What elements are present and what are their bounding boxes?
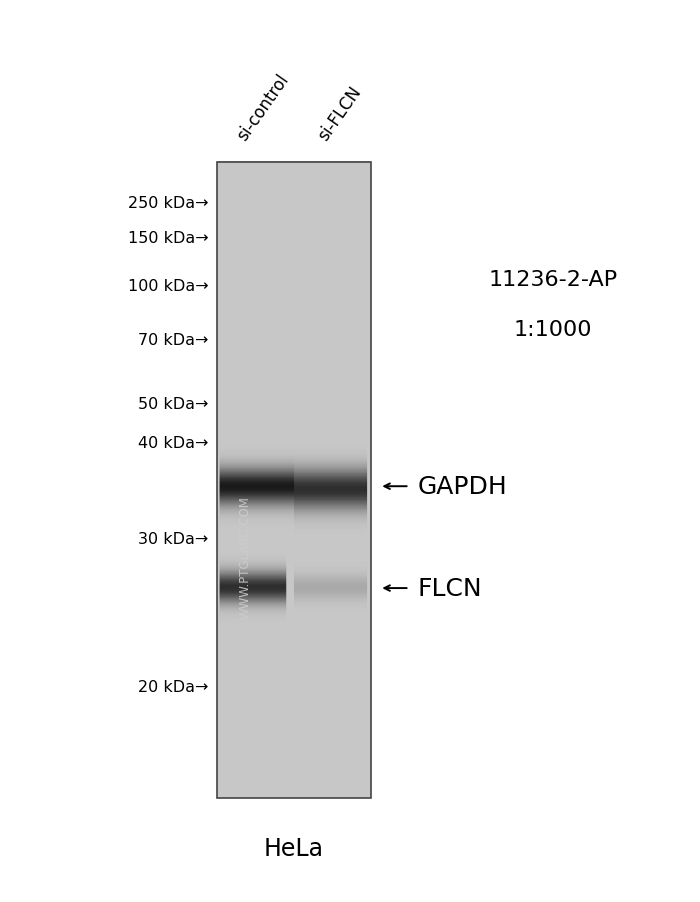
Bar	[217, 162, 371, 798]
Text: 30 kDa→: 30 kDa→	[139, 531, 209, 547]
Text: 40 kDa→: 40 kDa→	[138, 436, 209, 451]
Text: GAPDH: GAPDH	[418, 474, 508, 499]
Text: FLCN: FLCN	[418, 576, 482, 601]
Text: HeLa: HeLa	[264, 836, 324, 860]
Text: WWW.PTGLABC.COM: WWW.PTGLABC.COM	[239, 495, 251, 618]
Text: 1:1000: 1:1000	[514, 319, 592, 339]
Text: 100 kDa→: 100 kDa→	[128, 279, 209, 294]
Text: si-control: si-control	[234, 71, 293, 144]
Text: 250 kDa→: 250 kDa→	[128, 197, 209, 211]
Text: 11236-2-AP: 11236-2-AP	[489, 270, 617, 290]
Text: si-FLCN: si-FLCN	[314, 83, 365, 144]
Text: 20 kDa→: 20 kDa→	[138, 679, 209, 695]
Text: 70 kDa→: 70 kDa→	[138, 333, 209, 348]
Text: 50 kDa→: 50 kDa→	[138, 397, 209, 411]
Text: 150 kDa→: 150 kDa→	[128, 231, 209, 246]
